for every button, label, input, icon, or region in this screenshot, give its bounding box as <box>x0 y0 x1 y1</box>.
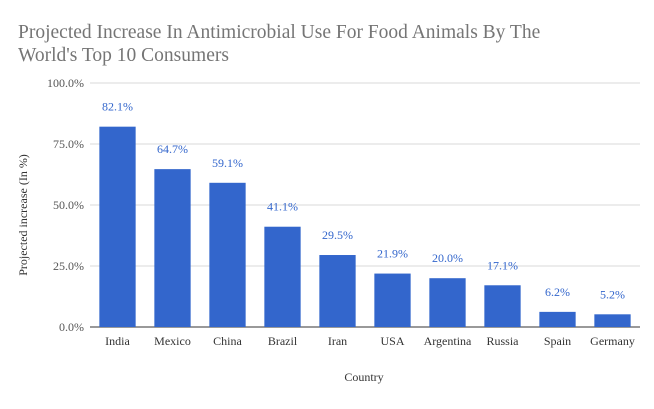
data-label: 6.2% <box>545 285 570 299</box>
bar <box>264 226 301 327</box>
y-tick-label: 100.0% <box>47 76 84 90</box>
bar <box>319 255 356 327</box>
x-category-label: Germany <box>590 334 635 348</box>
bar <box>429 278 466 327</box>
x-category-label: Argentina <box>424 334 472 348</box>
data-label: 64.7% <box>157 142 188 156</box>
x-axis-title: Country <box>344 370 383 384</box>
y-axis-ticks: 0.0% 25.0% 50.0% 75.0% 100.0% <box>47 76 84 334</box>
x-category-label: India <box>105 334 130 348</box>
x-category-label: Spain <box>544 334 571 348</box>
data-label: 20.0% <box>432 251 463 265</box>
bar <box>484 285 521 327</box>
x-category-label: Brazil <box>268 334 298 348</box>
x-category-label: China <box>213 334 242 348</box>
x-category-label: USA <box>380 334 404 348</box>
x-axis-categories: India Mexico China Brazil Iran USA Argentina Ru… <box>105 334 635 348</box>
bar <box>374 273 411 327</box>
x-category-label: Russia <box>486 334 519 348</box>
data-label: 59.1% <box>212 156 243 170</box>
chart-title-line-2: World's Top 10 Consumers <box>18 45 229 66</box>
y-tick-label: 0.0% <box>59 320 84 334</box>
data-labels: 82.1% 64.7% 59.1% 41.1% 29.5% 21.9% 20.0% 17.1%… <box>102 100 625 302</box>
data-label: 82.1% <box>102 100 133 114</box>
bar <box>539 311 576 327</box>
bar <box>154 169 191 327</box>
y-tick-label: 50.0% <box>53 198 84 212</box>
x-category-label: Mexico <box>154 334 191 348</box>
bar <box>209 182 246 327</box>
data-label: 5.2% <box>600 287 625 301</box>
data-label: 21.9% <box>377 247 408 261</box>
bar <box>99 126 136 328</box>
y-tick-label: 25.0% <box>53 259 84 273</box>
chart-title-line-1: Projected Increase In Antimicrobial Use … <box>18 22 540 43</box>
data-label: 29.5% <box>322 228 353 242</box>
y-tick-label: 75.0% <box>53 137 84 151</box>
x-category-label: Iran <box>328 334 347 348</box>
bar <box>594 314 631 327</box>
y-axis-title: Projected increase (In %) <box>16 154 30 276</box>
data-label: 41.1% <box>267 200 298 214</box>
bars <box>99 126 631 328</box>
data-label: 17.1% <box>487 258 518 272</box>
